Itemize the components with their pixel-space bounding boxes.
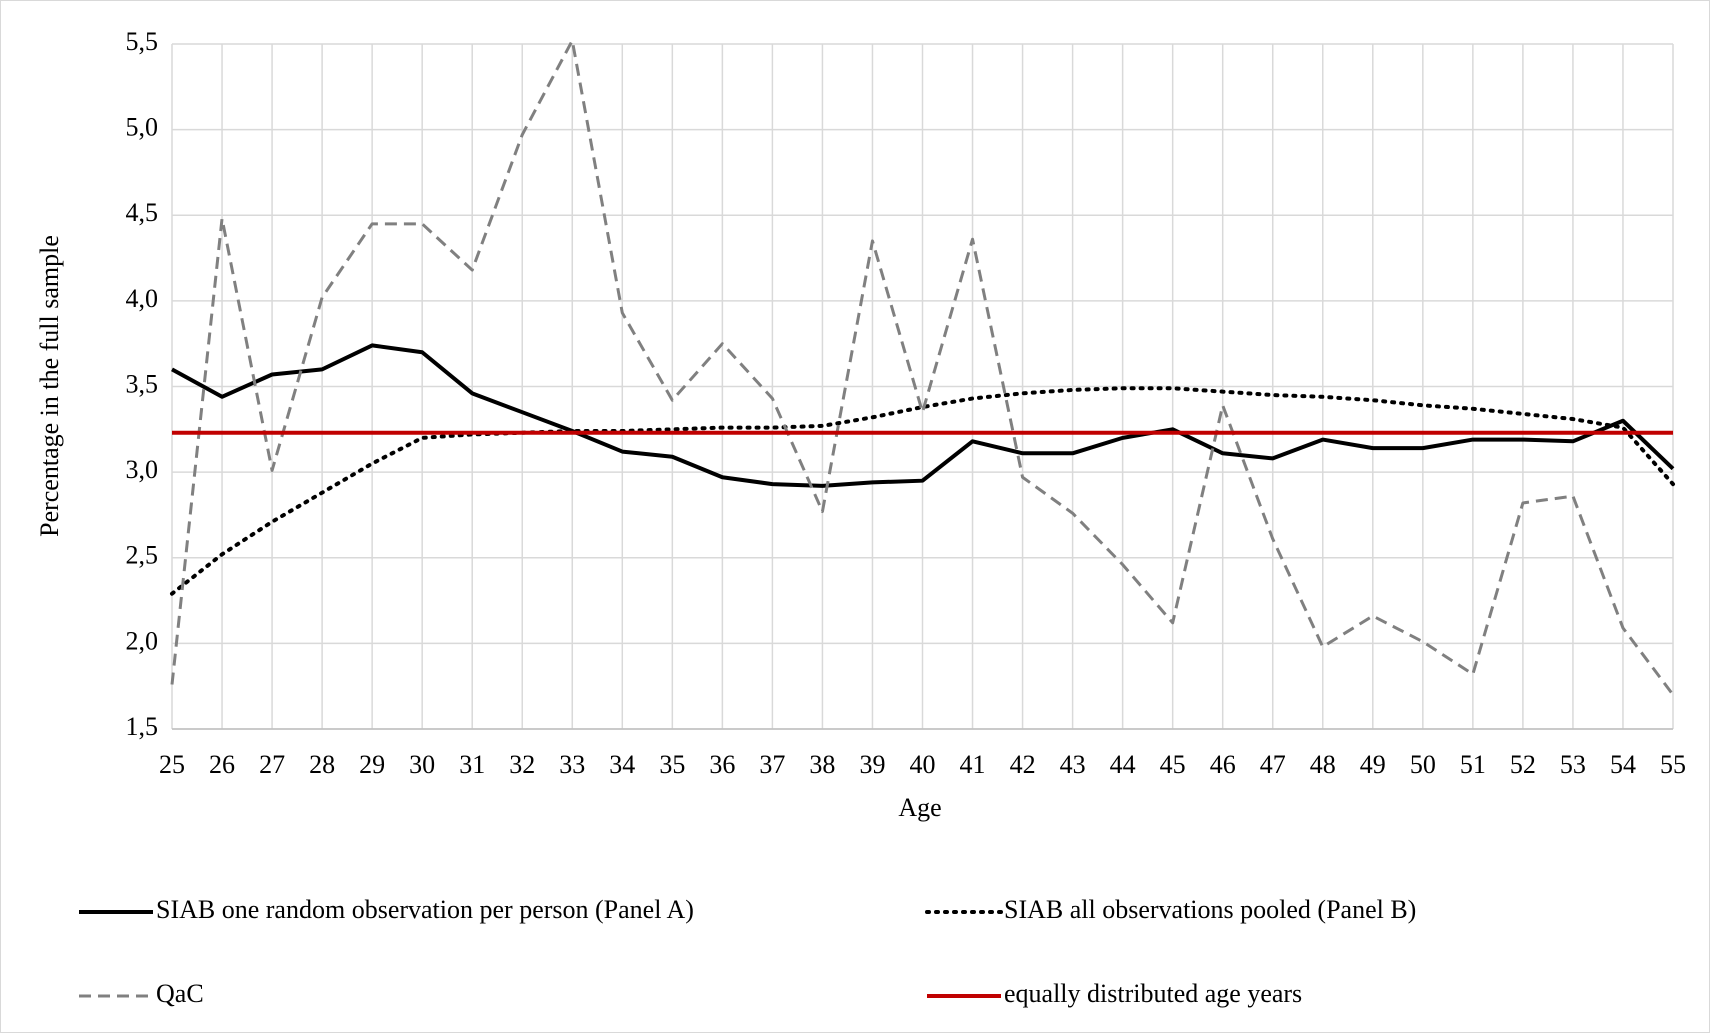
x-tick-label: 34 xyxy=(609,750,635,779)
x-axis-label: Age xyxy=(898,793,941,822)
x-tick-label: 43 xyxy=(1060,750,1086,779)
x-tick-label: 51 xyxy=(1460,750,1486,779)
x-tick-label: 46 xyxy=(1210,750,1236,779)
x-tick-label: 31 xyxy=(459,750,485,779)
x-tick-label: 33 xyxy=(559,750,585,779)
x-tick-label: 45 xyxy=(1160,750,1186,779)
x-tick-label: 47 xyxy=(1260,750,1286,779)
legend-label: SIAB one random observation per person (… xyxy=(156,895,694,924)
x-tick-label: 32 xyxy=(509,750,535,779)
y-tick-label: 3,0 xyxy=(126,455,159,484)
y-tick-label: 4,5 xyxy=(126,198,159,227)
series-line xyxy=(171,343,1675,488)
y-tick-label: 5,0 xyxy=(126,113,159,142)
legend-label: SIAB all observations pooled (Panel B) xyxy=(1004,895,1416,924)
x-tick-label: 52 xyxy=(1510,750,1536,779)
x-tick-label: 25 xyxy=(159,750,185,779)
series-line xyxy=(170,386,1675,596)
x-tick-label: 49 xyxy=(1360,750,1386,779)
y-tick-label: 1,5 xyxy=(126,712,159,741)
y-tick-label: 2,0 xyxy=(126,626,159,655)
x-tick-label: 26 xyxy=(209,750,235,779)
x-tick-label: 50 xyxy=(1410,750,1436,779)
y-tick-label: 4,0 xyxy=(126,284,159,313)
x-tick-label: 37 xyxy=(759,750,785,779)
x-tick-label: 35 xyxy=(659,750,685,779)
x-tick-label: 53 xyxy=(1560,750,1586,779)
y-tick-label: 2,5 xyxy=(126,541,159,570)
y-tick-label: 5,5 xyxy=(126,27,159,56)
x-tick-label: 48 xyxy=(1310,750,1336,779)
x-tick-label: 36 xyxy=(709,750,735,779)
x-tick-label: 28 xyxy=(309,750,335,779)
y-tick-label: 3,5 xyxy=(126,369,159,398)
x-tick-label: 41 xyxy=(960,750,986,779)
x-tick-label: 42 xyxy=(1010,750,1036,779)
x-tick-label: 30 xyxy=(409,750,435,779)
x-tick-label: 38 xyxy=(809,750,835,779)
x-tick-label: 39 xyxy=(859,750,885,779)
x-tick-label: 44 xyxy=(1110,750,1136,779)
y-axis-label: Percentage in the full sample xyxy=(35,235,64,537)
x-tick-label: 55 xyxy=(1660,750,1686,779)
x-tick-label: 54 xyxy=(1610,750,1636,779)
x-tick-label: 40 xyxy=(910,750,936,779)
legend-label: QaC xyxy=(156,979,204,1008)
x-tick-label: 29 xyxy=(359,750,385,779)
x-tick-label: 27 xyxy=(259,750,285,779)
legend-label: equally distributed age years xyxy=(1004,979,1302,1008)
